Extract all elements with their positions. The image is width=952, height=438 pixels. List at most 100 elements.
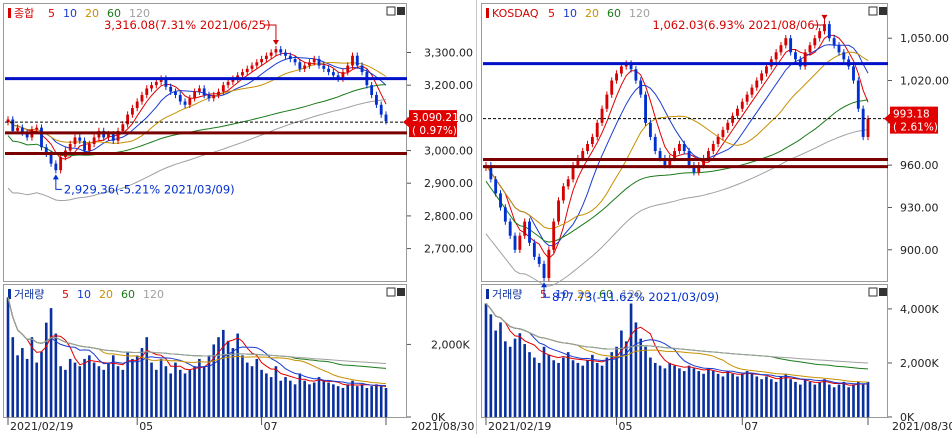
left-vol-legend-ma10: 10 xyxy=(77,288,91,301)
left-high-annotation: 3,316.08(7.31% 2021/06/25) xyxy=(104,18,271,32)
right-candle-body xyxy=(736,108,739,116)
right-candle-body xyxy=(639,80,643,95)
right-vol-title: 거래량 xyxy=(492,288,522,301)
right-legend-ma20: 20 xyxy=(585,7,599,20)
left-volume-bar xyxy=(183,373,187,417)
left-restore-icon[interactable] xyxy=(386,6,396,16)
left-volume-bar xyxy=(107,362,110,417)
left-volume-bar xyxy=(231,348,235,417)
left-candle-body xyxy=(59,157,63,171)
right-low-annotation: 877.73(-11.62% 2021/03/09) xyxy=(552,290,719,304)
right-volume-bar xyxy=(581,365,585,417)
right-legend-ma10: 10 xyxy=(563,7,577,20)
right-volume-bar xyxy=(605,357,609,417)
right-candle-body xyxy=(765,66,768,74)
left-volume-bar xyxy=(332,384,335,417)
left-candle-body xyxy=(346,65,350,73)
left-candle-body xyxy=(16,127,19,131)
right-close-icon[interactable] xyxy=(879,7,887,15)
right-candle-body xyxy=(673,151,677,159)
left-candle-body xyxy=(212,94,216,99)
right-candle-body xyxy=(789,38,793,53)
left-current-price: 3,090.21 xyxy=(412,112,459,124)
left-candle-body xyxy=(140,94,144,102)
right-volume-bar xyxy=(726,371,730,417)
left-candle-body xyxy=(351,55,354,66)
left-volume-bar xyxy=(111,355,115,417)
left-volume-bar xyxy=(198,358,201,417)
right-volume-bar xyxy=(566,352,570,417)
right-volume-bar xyxy=(682,371,686,417)
right-volume-bar xyxy=(639,338,643,417)
left-volume-bar xyxy=(322,380,326,417)
right-current-price-box xyxy=(890,106,938,134)
right-candle-body xyxy=(740,101,744,109)
right-volume-bar xyxy=(634,322,638,417)
left-volume-bar xyxy=(73,362,77,417)
left-candle-body xyxy=(193,91,197,99)
right-legend: KOSDAQ xyxy=(486,7,539,20)
right-candle-body xyxy=(663,158,667,166)
right-candle-body xyxy=(600,108,604,123)
left-volume-bar xyxy=(346,384,350,417)
right-volume-bar xyxy=(668,362,672,417)
left-volume-bar xyxy=(255,358,259,417)
right-candle-body xyxy=(779,45,783,53)
right-restore-icon[interactable] xyxy=(868,6,878,16)
right-volume-bar xyxy=(823,379,826,417)
right-legend-ma5: 5 xyxy=(548,7,555,20)
left-volume-bar xyxy=(174,362,177,417)
left-candle-body xyxy=(25,132,29,138)
right-candle-body xyxy=(750,87,754,95)
right-volume-bar xyxy=(673,365,676,417)
right-vol-legend-ma60: 60 xyxy=(599,288,613,301)
left-candle-body xyxy=(49,153,53,164)
right-candle-body xyxy=(605,94,609,109)
right-volume-bar xyxy=(789,379,792,417)
right-volume-bar xyxy=(803,379,807,417)
left-volume-bar xyxy=(35,362,39,417)
right-volume-bar xyxy=(750,373,754,417)
left-candle-body xyxy=(255,62,259,66)
left-volume-ytick-label: 2,000K xyxy=(431,338,470,351)
right-volume-bar xyxy=(620,330,623,417)
right-volume-bar xyxy=(832,387,836,417)
left-volume-bar xyxy=(150,362,153,417)
right-volume-bar xyxy=(624,341,628,417)
left-candle-body xyxy=(197,88,201,92)
left-volume-bar xyxy=(16,355,19,417)
left-candle-body xyxy=(107,134,110,138)
left-volume-bar xyxy=(293,384,297,417)
right-volume-bar xyxy=(736,376,739,417)
left-volume-bar xyxy=(384,387,388,417)
left-vol-legend-ma5: 5 xyxy=(62,288,69,301)
left-volume-bar xyxy=(207,355,211,417)
left-candle-body xyxy=(236,75,240,79)
left-candle-body xyxy=(40,127,43,148)
left-volume-bar xyxy=(312,382,316,417)
right-legend-marker-icon xyxy=(486,8,489,18)
left-close-icon[interactable] xyxy=(397,7,405,15)
left-volume-ma5-line xyxy=(7,297,387,387)
left-legend-marker-icon xyxy=(8,8,11,18)
left-volume-bar xyxy=(49,308,53,417)
left-low-arrow-icon xyxy=(52,174,59,180)
left-candle-body xyxy=(150,85,153,89)
left-volume-bar xyxy=(365,387,369,417)
right-volume-bar xyxy=(576,362,580,417)
right-volume-bar xyxy=(649,357,652,417)
right-high-annotation: 1,062.03(6.93% 2021/08/06) xyxy=(652,18,819,32)
right-volume-bar xyxy=(818,381,821,417)
left-volume-bar xyxy=(375,384,378,417)
left-volume-bar xyxy=(241,355,244,417)
right-current-price: 993.18 xyxy=(893,109,930,121)
left-volume-bar xyxy=(303,380,306,417)
right-candle-body xyxy=(823,24,826,32)
left-ma20-line xyxy=(7,62,387,144)
right-candle-body xyxy=(610,80,614,95)
left-candle-body xyxy=(202,88,206,95)
right-candle-body xyxy=(499,193,502,208)
right-candle-body xyxy=(702,158,706,166)
left-candle-body xyxy=(135,101,139,109)
left-window-buttons xyxy=(386,6,405,16)
